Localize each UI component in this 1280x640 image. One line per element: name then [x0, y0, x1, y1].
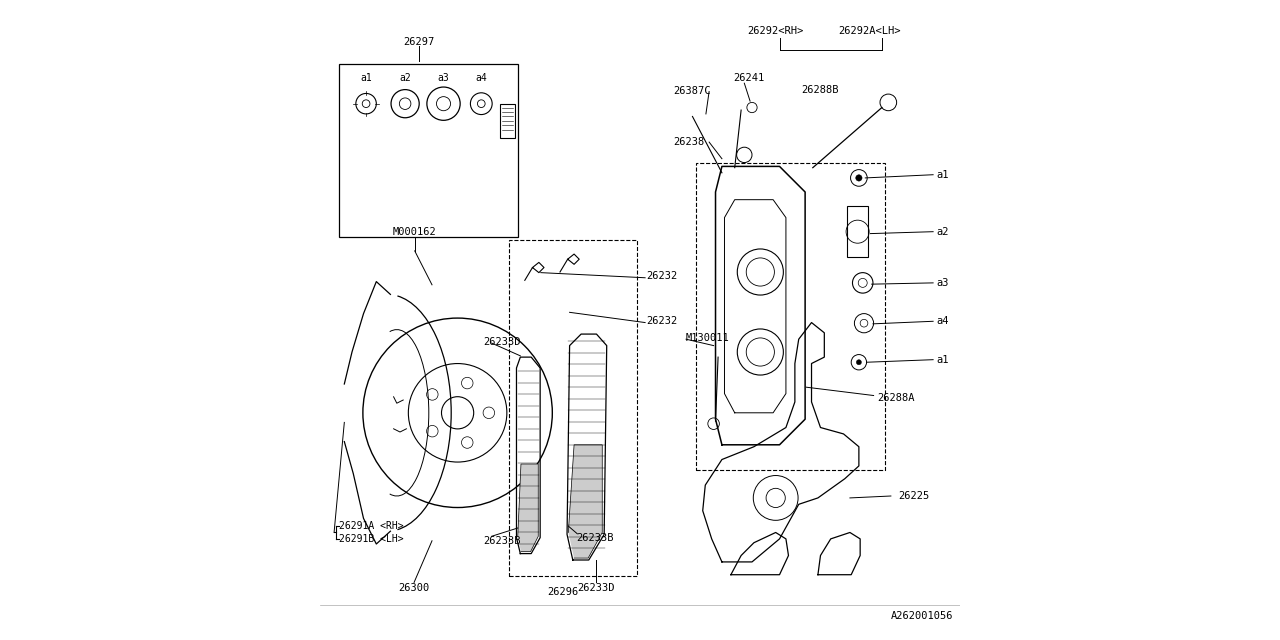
Text: M130011: M130011 — [686, 333, 730, 343]
Text: 26288A: 26288A — [878, 393, 915, 403]
Text: 26233D: 26233D — [577, 582, 616, 593]
Circle shape — [856, 360, 861, 365]
Text: a1: a1 — [936, 355, 948, 365]
Text: 26297: 26297 — [403, 36, 435, 47]
Circle shape — [708, 418, 719, 429]
Text: 26225: 26225 — [899, 491, 929, 501]
Text: 26387C: 26387C — [673, 86, 710, 96]
Circle shape — [850, 170, 868, 186]
Bar — [847, 206, 869, 257]
Text: a2: a2 — [936, 227, 948, 237]
Text: a3: a3 — [936, 278, 948, 288]
Text: a1: a1 — [360, 73, 372, 83]
Text: a4: a4 — [936, 316, 948, 326]
Text: 26238: 26238 — [673, 137, 704, 147]
Text: 26296: 26296 — [548, 587, 579, 597]
Text: 26300: 26300 — [398, 582, 430, 593]
Circle shape — [851, 355, 867, 370]
Text: 26241: 26241 — [732, 73, 764, 83]
Text: a3: a3 — [438, 73, 449, 83]
Text: 26288B: 26288B — [801, 84, 838, 95]
Bar — [339, 64, 518, 237]
Text: 26292<RH>: 26292<RH> — [748, 26, 804, 36]
Text: 26233B: 26233B — [576, 532, 613, 543]
Bar — [508, 240, 637, 576]
Bar — [696, 163, 886, 470]
Polygon shape — [517, 464, 539, 552]
Text: 26291B <LH>: 26291B <LH> — [339, 534, 403, 544]
Text: A262001056: A262001056 — [891, 611, 954, 621]
Circle shape — [748, 102, 758, 113]
Text: a1: a1 — [936, 170, 948, 180]
Text: a4: a4 — [475, 73, 488, 83]
Circle shape — [855, 175, 863, 181]
Circle shape — [881, 94, 897, 111]
Polygon shape — [568, 445, 603, 558]
Text: 26232: 26232 — [646, 271, 677, 282]
Bar — [500, 104, 515, 138]
Text: 26233D: 26233D — [484, 337, 521, 348]
Text: 26292A<LH>: 26292A<LH> — [838, 26, 901, 36]
Text: a2: a2 — [399, 73, 411, 83]
Circle shape — [737, 147, 753, 163]
Text: M000162: M000162 — [393, 227, 436, 237]
Text: 26232: 26232 — [646, 316, 677, 326]
Text: 26233B: 26233B — [484, 536, 521, 546]
Text: 26291A <RH>: 26291A <RH> — [339, 521, 403, 531]
